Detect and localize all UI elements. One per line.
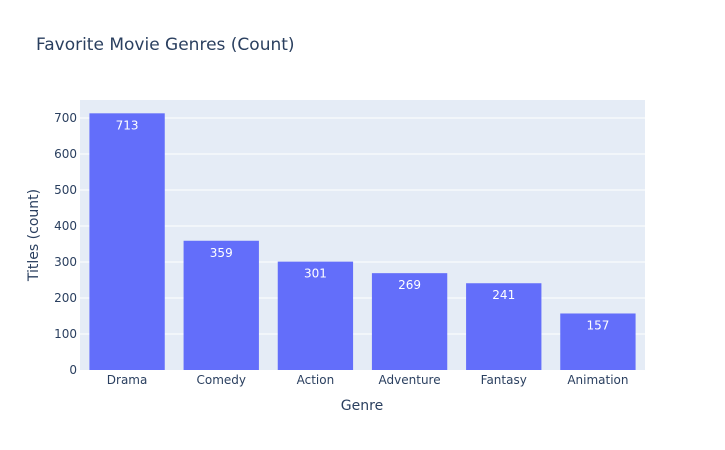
bar (277, 261, 354, 370)
bar-value-label: 713 (116, 118, 139, 132)
bar-value-labels: 713 359 301 269 241 157 (116, 118, 610, 332)
y-tick-label: 700 (54, 111, 77, 125)
bar (371, 273, 448, 370)
bars (89, 113, 636, 370)
x-tick-label: Comedy (196, 373, 246, 387)
x-tick-label: Action (297, 373, 335, 387)
y-tick-label: 200 (54, 291, 77, 305)
bar (89, 113, 165, 370)
bar-value-label: 241 (492, 288, 515, 302)
chart-title: Favorite Movie Genres (Count) (36, 35, 295, 55)
x-tick-label: Drama (107, 373, 148, 387)
y-axis-ticks: 0 100 200 300 400 500 600 700 (54, 111, 77, 377)
bar-value-label: 157 (586, 318, 609, 332)
bar-value-label: 269 (398, 278, 421, 292)
x-tick-label: Adventure (379, 373, 441, 387)
bar-value-label: 301 (304, 267, 327, 281)
x-tick-label: Animation (567, 373, 628, 387)
bar (183, 240, 259, 370)
x-tick-label: Fantasy (481, 373, 527, 387)
plot-area (80, 100, 645, 370)
bar (466, 283, 542, 370)
y-tick-label: 100 (54, 327, 77, 341)
y-tick-label: 600 (54, 147, 77, 161)
y-tick-label: 300 (54, 255, 77, 269)
x-axis-ticks: Drama Comedy Action Adventure Fantasy Animati… (107, 373, 629, 387)
x-axis-title: Genre (341, 398, 383, 414)
gridlines (80, 117, 645, 335)
bar (560, 313, 636, 370)
y-tick-label: 0 (69, 363, 77, 377)
y-tick-label: 400 (54, 219, 77, 233)
y-axis-title: Titles (count) (26, 189, 42, 282)
bar-value-label: 359 (210, 246, 233, 260)
y-tick-label: 500 (54, 183, 77, 197)
